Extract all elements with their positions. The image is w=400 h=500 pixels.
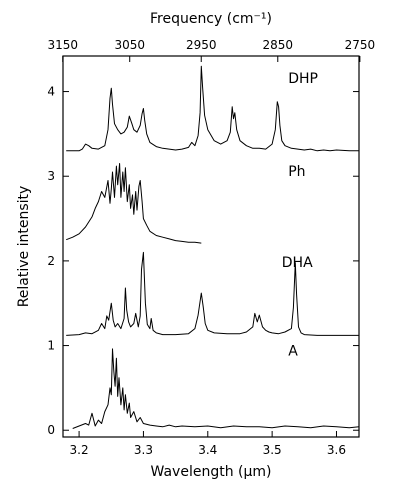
series-line-a [72, 348, 360, 429]
top-axis-title: Frequency (cm⁻¹) [150, 11, 272, 27]
series-label-dha: DHA [282, 255, 313, 271]
x-tick-label: 3.6 [327, 443, 346, 457]
series-line-dha [66, 251, 359, 336]
y-tick-label: 3 [47, 169, 55, 183]
x-tick-label: 3.2 [70, 443, 89, 457]
top-tick-label: 2950 [186, 38, 217, 52]
x-tick-label: 3.4 [198, 443, 217, 457]
y-tick-label: 2 [47, 254, 55, 268]
y-axis-title: Relative intensity [16, 186, 32, 308]
x-tick-label: 3.3 [134, 443, 153, 457]
series-label-dhp: DHP [288, 71, 318, 87]
top-tick-label: 2750 [345, 38, 376, 52]
series-line-ph [66, 163, 202, 244]
top-tick-label: 3050 [114, 38, 145, 52]
plot-frame [62, 55, 360, 438]
series-label-ph: Ph [288, 164, 305, 180]
x-tick-label: 3.5 [263, 443, 282, 457]
y-tick-label: 0 [47, 423, 55, 437]
ticks-layer: 3.2 3.3 3.4 3.5 3.6 3150 3050 2950 2850 2750 0 1 2 3 4 [47, 38, 375, 457]
series-label-a: A [288, 344, 298, 360]
top-tick-label: 2850 [263, 38, 294, 52]
series-line-dhp [66, 65, 359, 152]
top-tick-label: 3150 [47, 38, 78, 52]
y-tick-label: 4 [47, 85, 55, 99]
series-layer: DHP Ph DHA A [66, 65, 360, 429]
x-axis-title: Wavelength (μm) [151, 464, 272, 480]
y-tick-label: 1 [47, 339, 55, 353]
